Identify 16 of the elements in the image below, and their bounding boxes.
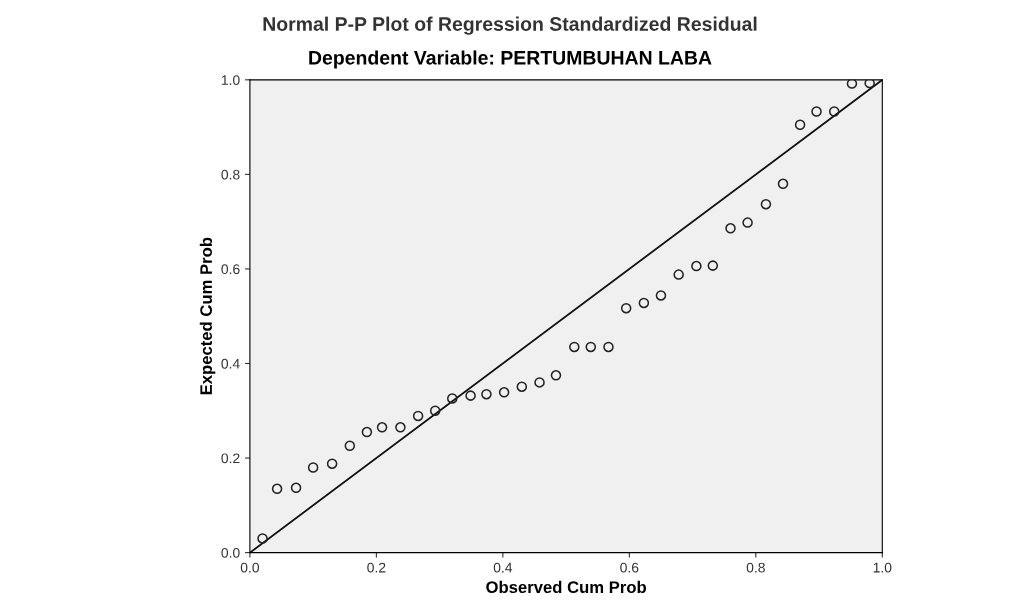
chart-title: Normal P-P Plot of Regression Standardized Residual: [263, 16, 757, 35]
y-tick-label: 0.4: [221, 358, 240, 369]
y-tick-label: 0.6: [221, 264, 240, 275]
chart-subtitle: Dependent Variable: PERTUMBUHAN LABA: [309, 50, 712, 69]
y-tick-label: 0.0: [221, 547, 240, 558]
x-tick-label: 1.0: [873, 562, 892, 573]
y-tick-label: 1.0: [221, 75, 240, 85]
x-tick-label: 0.4: [493, 562, 513, 573]
y-axis-title: Expected Cum Prob: [199, 237, 216, 395]
y-tick-label: 0.2: [221, 453, 240, 464]
y-tick-label: 0.8: [221, 169, 240, 180]
x-axis-title: Observed Cum Prob: [486, 580, 646, 594]
x-tick-label: 0.2: [367, 562, 386, 573]
x-tick-label: 0.8: [746, 562, 765, 573]
x-tick-label: 0.6: [620, 562, 639, 573]
x-tick-label: 0.0: [240, 562, 260, 573]
